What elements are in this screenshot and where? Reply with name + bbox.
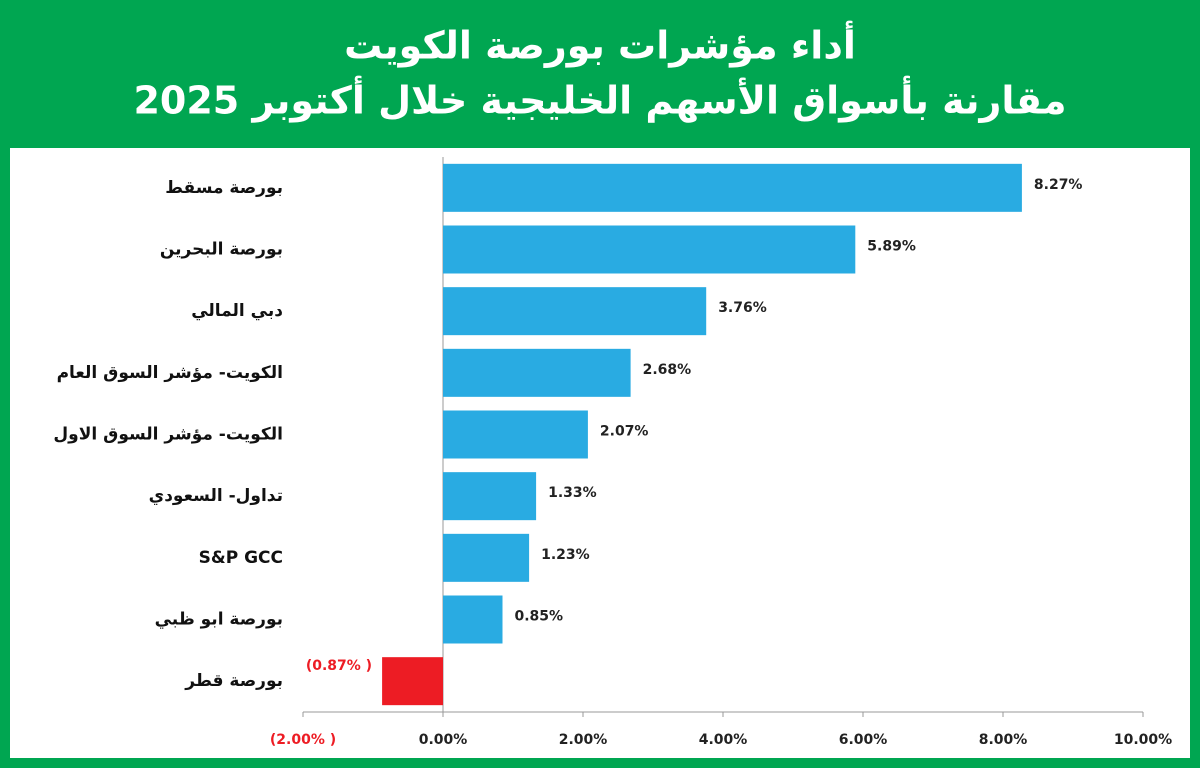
value-label: (0.87% ) [306,658,372,674]
x-tick-label: (2.00% ) [270,732,336,748]
value-label: 5.89% [867,239,916,255]
bar [443,533,530,582]
y-tick-label: بورصة ابو ظبي [155,610,283,630]
value-label: 0.85% [515,609,564,625]
bar [443,225,856,274]
bar [443,595,503,644]
value-label: 2.07% [600,424,649,440]
y-tick-label: بورصة قطر [184,671,283,691]
x-tick-label: 6.00% [839,732,888,748]
bar [443,348,631,397]
y-tick-label: دبي المالي [191,301,283,321]
chart-subtitle: مقارنة بأسواق الأسهم الخليجية خلال أكتوب… [133,76,1066,124]
bar [443,472,537,521]
y-tick-label: بورصة مسقط [165,178,283,198]
y-tick-label: الكويت- مؤشر السوق العام [57,363,283,383]
x-tick-label: 4.00% [699,732,748,748]
bar [443,163,1022,212]
y-tick-label: بورصة البحرين [160,240,283,260]
bar [443,287,707,336]
value-label: 1.23% [541,547,590,563]
x-tick-label: 8.00% [979,732,1028,748]
value-label: 8.27% [1034,177,1083,193]
y-tick-label: S&P GCC [199,548,283,568]
value-label: 3.76% [718,300,767,316]
chart-title: أداء مؤشرات بورصة الكويت [344,21,856,68]
value-label: 1.33% [548,485,597,501]
x-tick-label: 0.00% [419,732,468,748]
y-tick-label: الكويت- مؤشر السوق الاول [53,425,283,445]
bar [443,410,588,459]
x-tick-label: 10.00% [1114,732,1172,748]
x-tick-label: 2.00% [559,732,608,748]
y-tick-label: تداول- السعودي [149,486,283,506]
value-label: 2.68% [643,362,692,378]
bar [382,657,443,706]
